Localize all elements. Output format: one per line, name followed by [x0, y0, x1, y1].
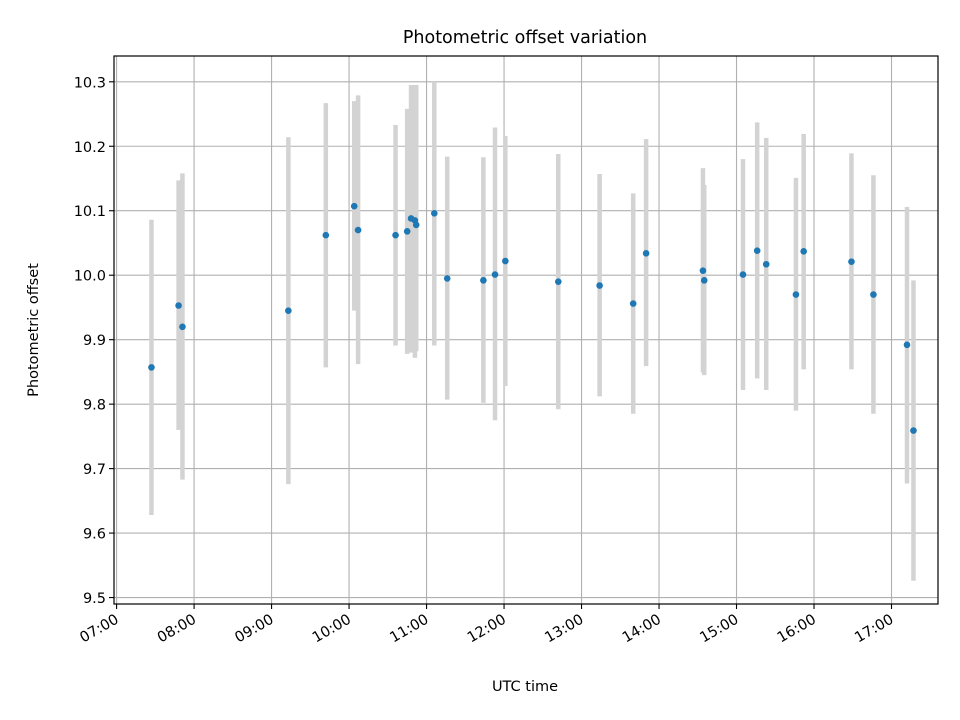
- data-point: [870, 291, 877, 298]
- data-point: [403, 228, 411, 235]
- data-point: [762, 260, 770, 268]
- data-point: [642, 249, 650, 257]
- data-point: [596, 282, 603, 289]
- y-tick-label: 9.5: [83, 591, 106, 607]
- data-point: [629, 300, 637, 307]
- x-axis-label: UTC time: [492, 679, 558, 695]
- data-point: [753, 247, 761, 255]
- data-point: [175, 302, 182, 309]
- data-point: [903, 341, 911, 349]
- data-point: [392, 231, 399, 239]
- data-point: [792, 291, 800, 298]
- data-point: [412, 221, 420, 229]
- chart-title: Photometric offset variation: [403, 28, 647, 48]
- plot-frame: [113, 55, 939, 605]
- y-tick-label: 10.1: [74, 204, 106, 220]
- y-tick-label: 10.2: [74, 140, 106, 156]
- data-point: [699, 267, 707, 274]
- data-point: [148, 364, 155, 371]
- data-point: [554, 278, 562, 285]
- y-axis-label: Photometric offset: [26, 263, 42, 397]
- data-point: [480, 277, 487, 284]
- data-point: [285, 307, 292, 314]
- y-tick-label: 9.7: [83, 462, 106, 478]
- y-tick-label: 9.9: [83, 333, 106, 349]
- y-tick-label: 10.0: [74, 269, 106, 285]
- data-point: [502, 257, 509, 265]
- data-point: [354, 226, 362, 234]
- data-point: [700, 277, 708, 284]
- data-point: [800, 248, 807, 255]
- data-point: [431, 210, 438, 217]
- data-point: [179, 323, 186, 331]
- y-tick-label: 9.8: [83, 398, 106, 414]
- data-point: [443, 275, 451, 282]
- data-point: [848, 258, 855, 265]
- data-point: [491, 271, 499, 278]
- data-point: [350, 202, 358, 210]
- data-point: [322, 231, 330, 239]
- data-points: [148, 202, 917, 434]
- y-tick-label: 10.3: [74, 75, 106, 91]
- data-point: [910, 427, 917, 434]
- data-point: [739, 271, 747, 278]
- y-tick-label: 9.6: [83, 527, 106, 543]
